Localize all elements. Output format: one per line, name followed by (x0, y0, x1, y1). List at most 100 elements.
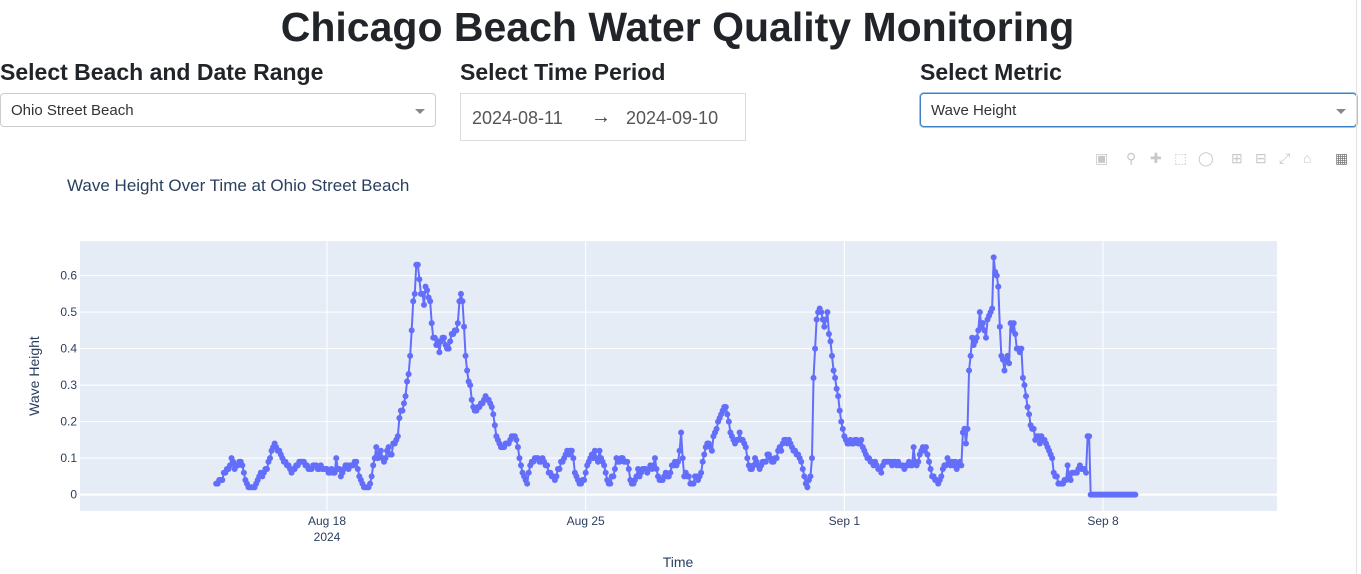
data-point (260, 469, 267, 476)
data-point (608, 473, 615, 480)
data-point (633, 473, 640, 480)
data-point (222, 469, 229, 476)
data-point (611, 466, 618, 473)
data-point (290, 466, 297, 473)
data-point (873, 462, 880, 469)
data-point (958, 462, 965, 469)
data-point (921, 447, 928, 454)
data-point (926, 458, 933, 465)
data-point (979, 320, 986, 327)
zoom-icon[interactable]: ⚲ (1126, 150, 1137, 166)
data-point (283, 462, 290, 469)
data-point (439, 334, 446, 341)
data-point (561, 455, 568, 462)
data-point (573, 473, 580, 480)
data-point (1089, 491, 1096, 498)
start-date-input[interactable]: 2024-08-11 (472, 108, 563, 128)
data-point (1118, 491, 1125, 498)
data-point (773, 455, 780, 462)
data-point (978, 323, 985, 330)
data-point (613, 455, 620, 462)
data-point (599, 458, 606, 465)
data-point (585, 458, 592, 465)
data-point (527, 462, 534, 469)
camera-icon[interactable]: ▣ (1095, 150, 1109, 166)
data-point (534, 455, 541, 462)
plotly-logo-icon[interactable]: ▦ (1335, 150, 1349, 166)
data-point (473, 407, 480, 414)
plot-area[interactable] (80, 241, 1277, 511)
data-point (245, 484, 252, 491)
data-point (1100, 491, 1106, 498)
box-select-icon[interactable]: ⬚ (1174, 150, 1188, 166)
beach-dropdown-value: Ohio Street Beach (11, 102, 134, 119)
data-point (699, 458, 706, 465)
data-point (508, 433, 515, 440)
pan-icon[interactable]: ✚ (1150, 150, 1162, 166)
data-point (621, 458, 628, 465)
data-point (639, 466, 646, 473)
data-point (927, 466, 934, 473)
data-point (802, 480, 809, 487)
data-point (930, 473, 937, 480)
data-point (254, 476, 261, 483)
zoom-out-icon[interactable]: ⊟ (1255, 150, 1267, 166)
data-point (1050, 469, 1057, 476)
data-point (373, 444, 380, 451)
data-point (642, 466, 649, 473)
chevron-down-icon[interactable] (1336, 109, 1346, 114)
beach-dropdown[interactable]: Ohio Street Beach (0, 93, 436, 127)
data-point (916, 451, 923, 458)
lasso-icon[interactable]: ◯ (1198, 150, 1214, 166)
data-point (662, 469, 669, 476)
data-point (259, 473, 266, 480)
data-point (702, 444, 709, 451)
date-range-picker[interactable]: 2024-08-11 → 2024-09-10 (460, 93, 746, 141)
data-point (494, 436, 501, 443)
data-point (962, 440, 969, 447)
data-point (675, 458, 682, 465)
data-point (433, 341, 440, 348)
data-point (776, 444, 783, 451)
data-point (499, 444, 506, 451)
data-point (861, 447, 868, 454)
data-point (665, 473, 672, 480)
reset-axes-icon[interactable]: ⌂ (1303, 150, 1312, 166)
data-point (559, 458, 566, 465)
data-point (638, 469, 645, 476)
data-point (647, 462, 654, 469)
end-date-input[interactable]: 2024-09-10 (626, 108, 719, 128)
data-point (277, 451, 284, 458)
data-point (810, 374, 817, 381)
chevron-down-icon[interactable] (415, 109, 425, 114)
data-point (299, 458, 306, 465)
metric-dropdown[interactable]: Wave Height (920, 93, 1357, 127)
data-point (996, 323, 1003, 330)
data-point (280, 458, 287, 465)
data-point (542, 462, 549, 469)
data-point (884, 458, 891, 465)
data-point (910, 444, 917, 451)
data-point (1075, 466, 1082, 473)
data-point (590, 455, 597, 462)
data-point (327, 469, 334, 476)
data-point (682, 469, 689, 476)
zoom-in-icon[interactable]: ⊞ (1231, 150, 1243, 166)
autoscale-icon[interactable]: ⤢ (1279, 150, 1291, 166)
data-point (615, 458, 621, 465)
data-point (721, 404, 728, 411)
data-point (465, 378, 472, 385)
data-point (641, 466, 648, 473)
data-point (300, 458, 307, 465)
data-point (345, 466, 352, 473)
metric-dropdown-value: Wave Height (931, 102, 1017, 119)
scrollbar-edge (1356, 0, 1357, 574)
data-point (705, 440, 712, 447)
data-point (691, 473, 698, 480)
data-point (320, 466, 327, 473)
data-point (1121, 491, 1128, 498)
data-point (388, 451, 395, 458)
data-point (730, 436, 737, 443)
data-point (516, 455, 523, 462)
data-point (936, 476, 943, 483)
